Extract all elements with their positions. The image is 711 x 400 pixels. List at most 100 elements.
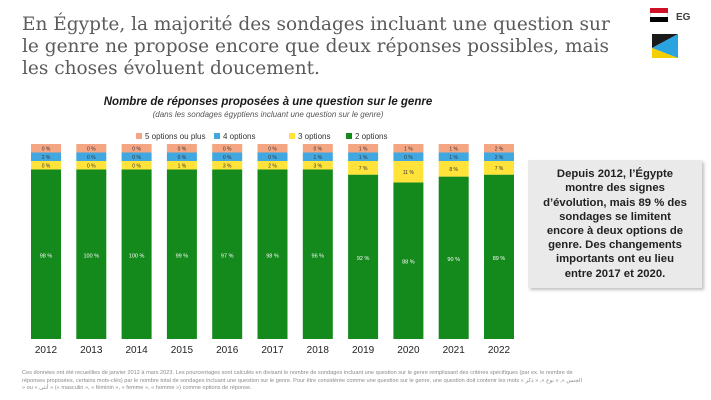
- bar-label-2017-0: 98 %: [266, 253, 279, 259]
- bar-2019-2: [348, 152, 379, 161]
- bar-label-2022-3: 2 %: [495, 146, 504, 152]
- bar-2018-0: [302, 169, 333, 339]
- bar-label-2022-1: 7 %: [495, 166, 504, 172]
- bar-label-2016-1: 3 %: [223, 163, 232, 169]
- bar-2018-2: [302, 152, 333, 161]
- bar-2021-1: [438, 161, 469, 177]
- bar-label-2012-3: 0 %: [42, 146, 51, 152]
- bar-2014-1: [121, 161, 152, 170]
- x-tick-2018: 2018: [307, 345, 330, 356]
- bar-label-2014-3: 0 %: [132, 146, 141, 152]
- bar-label-2022-2: 2 %: [495, 155, 504, 161]
- egypt-flag-icon: [650, 8, 668, 23]
- bar-label-2015-2: 0 %: [178, 155, 187, 161]
- legend-label-1: 4 options: [223, 132, 255, 141]
- bar-label-2015-3: 0 %: [178, 146, 187, 152]
- x-tick-2019: 2019: [352, 345, 375, 356]
- x-tick-2012: 2012: [35, 345, 58, 356]
- bar-label-2018-0: 96 %: [312, 253, 325, 259]
- bar-label-2016-0: 97 %: [221, 253, 234, 259]
- bar-label-2019-3: 1 %: [359, 146, 368, 152]
- bar-2020-0: [393, 182, 424, 339]
- bar-2021-3: [438, 144, 469, 153]
- chart-title: Nombre de réponses proposées à une quest…: [104, 96, 433, 108]
- bar-label-2012-2: 2 %: [42, 155, 51, 161]
- legend-swatch-0: [136, 133, 142, 139]
- x-tick-2020: 2020: [397, 345, 420, 356]
- bar-2019-1: [348, 161, 379, 175]
- bar-2017-0: [257, 169, 288, 339]
- bar-2022-1: [484, 161, 514, 175]
- bar-2015-0: [166, 169, 197, 339]
- bar-2014-0: [121, 169, 152, 339]
- x-tick-2015: 2015: [171, 345, 194, 356]
- bar-2022-2: [484, 152, 514, 161]
- country-code: EG: [676, 12, 691, 23]
- x-tick-2014: 2014: [125, 345, 148, 356]
- legend-label-3: 2 options: [355, 132, 387, 141]
- bar-label-2020-2: 0 %: [404, 155, 413, 161]
- bar-2012-3: [31, 144, 61, 153]
- bar-label-2021-3: 1 %: [449, 146, 458, 152]
- x-axis-ticks: 2012 2013 2014 2015 2016 2017 2018 2019 2020 2021…: [35, 345, 511, 356]
- bar-2015-3: [166, 144, 197, 153]
- bar-2014-3: [121, 144, 152, 153]
- bar-label-2017-3: 0 %: [268, 146, 277, 152]
- bar-2020-2: [393, 152, 424, 161]
- x-tick-2021: 2021: [443, 345, 466, 356]
- bar-2013-1: [76, 161, 107, 170]
- bar-2022-3: [484, 144, 514, 153]
- flag-white-stripe: [650, 13, 668, 17]
- bar-2021-0: [438, 176, 469, 339]
- bar-2019-3: [348, 144, 379, 153]
- bar-label-2020-3: 1 %: [404, 146, 413, 152]
- legend-label-0: 5 options ou plus: [145, 132, 206, 141]
- bar-label-2016-3: 0 %: [223, 146, 232, 152]
- flag-black-stripe: [650, 17, 668, 22]
- bar-label-2019-2: 1 %: [359, 155, 368, 161]
- bar-label-2012-1: 0 %: [42, 163, 51, 169]
- bar-label-2018-1: 3 %: [313, 163, 322, 169]
- bar-2015-2: [166, 152, 197, 161]
- bar-2017-3: [257, 144, 288, 153]
- bar-label-2017-2: 0 %: [268, 155, 277, 161]
- bar-label-2013-0: 100 %: [83, 253, 99, 259]
- bar-2015-1: [166, 161, 197, 170]
- legend-swatch-3: [346, 133, 352, 139]
- bar-label-2020-0: 88 %: [402, 260, 415, 266]
- bar-2012-0: [31, 169, 61, 339]
- bar-2014-2: [121, 152, 152, 161]
- bar-label-2022-0: 89 %: [493, 256, 506, 262]
- callout-text: Depuis 2012, l’Égypte montre des signes …: [543, 168, 687, 280]
- bar-2017-2: [257, 152, 288, 161]
- chart-bars: 98 % 0 % 2 % 0 % 100 % 0 % 0 % 0 % 100 % 0 % 0 % 0 …: [31, 144, 514, 339]
- bar-2013-2: [76, 152, 107, 161]
- bar-label-2015-0: 99 %: [176, 253, 189, 259]
- bar-label-2014-1: 0 %: [132, 163, 141, 169]
- bar-label-2014-0: 100 %: [129, 253, 145, 259]
- chart-subtitle: (dans les sondages égyptiens incluant un…: [153, 110, 384, 119]
- bar-label-2019-0: 92 %: [357, 256, 370, 262]
- bar-2018-3: [302, 144, 333, 153]
- bar-label-2013-3: 0 %: [87, 146, 96, 152]
- brand-logo-icon: [652, 34, 678, 58]
- bar-label-2013-2: 0 %: [87, 155, 96, 161]
- bar-label-2016-2: 0 %: [223, 155, 232, 161]
- bar-2013-0: [76, 169, 107, 339]
- bar-label-2017-1: 2 %: [268, 163, 277, 169]
- x-tick-2016: 2016: [216, 345, 239, 356]
- bar-2016-2: [212, 152, 243, 161]
- bar-label-2015-1: 1 %: [178, 163, 187, 169]
- flag-red-stripe: [650, 8, 668, 13]
- bar-2019-0: [348, 174, 379, 339]
- page-title: En Égypte, la majorité des sondages incl…: [22, 14, 610, 79]
- legend-swatch-2: [289, 133, 295, 139]
- x-tick-2017: 2017: [261, 345, 284, 356]
- bar-label-2021-0: 90 %: [447, 257, 460, 263]
- chart-legend: 5 options ou plus 4 options 3 options 2 opt…: [136, 132, 387, 141]
- insight-callout: Depuis 2012, l’Égypte montre des signes …: [528, 160, 702, 288]
- bar-2020-3: [393, 144, 424, 153]
- bar-label-2018-2: 1 %: [313, 155, 322, 161]
- x-tick-2022: 2022: [488, 345, 511, 356]
